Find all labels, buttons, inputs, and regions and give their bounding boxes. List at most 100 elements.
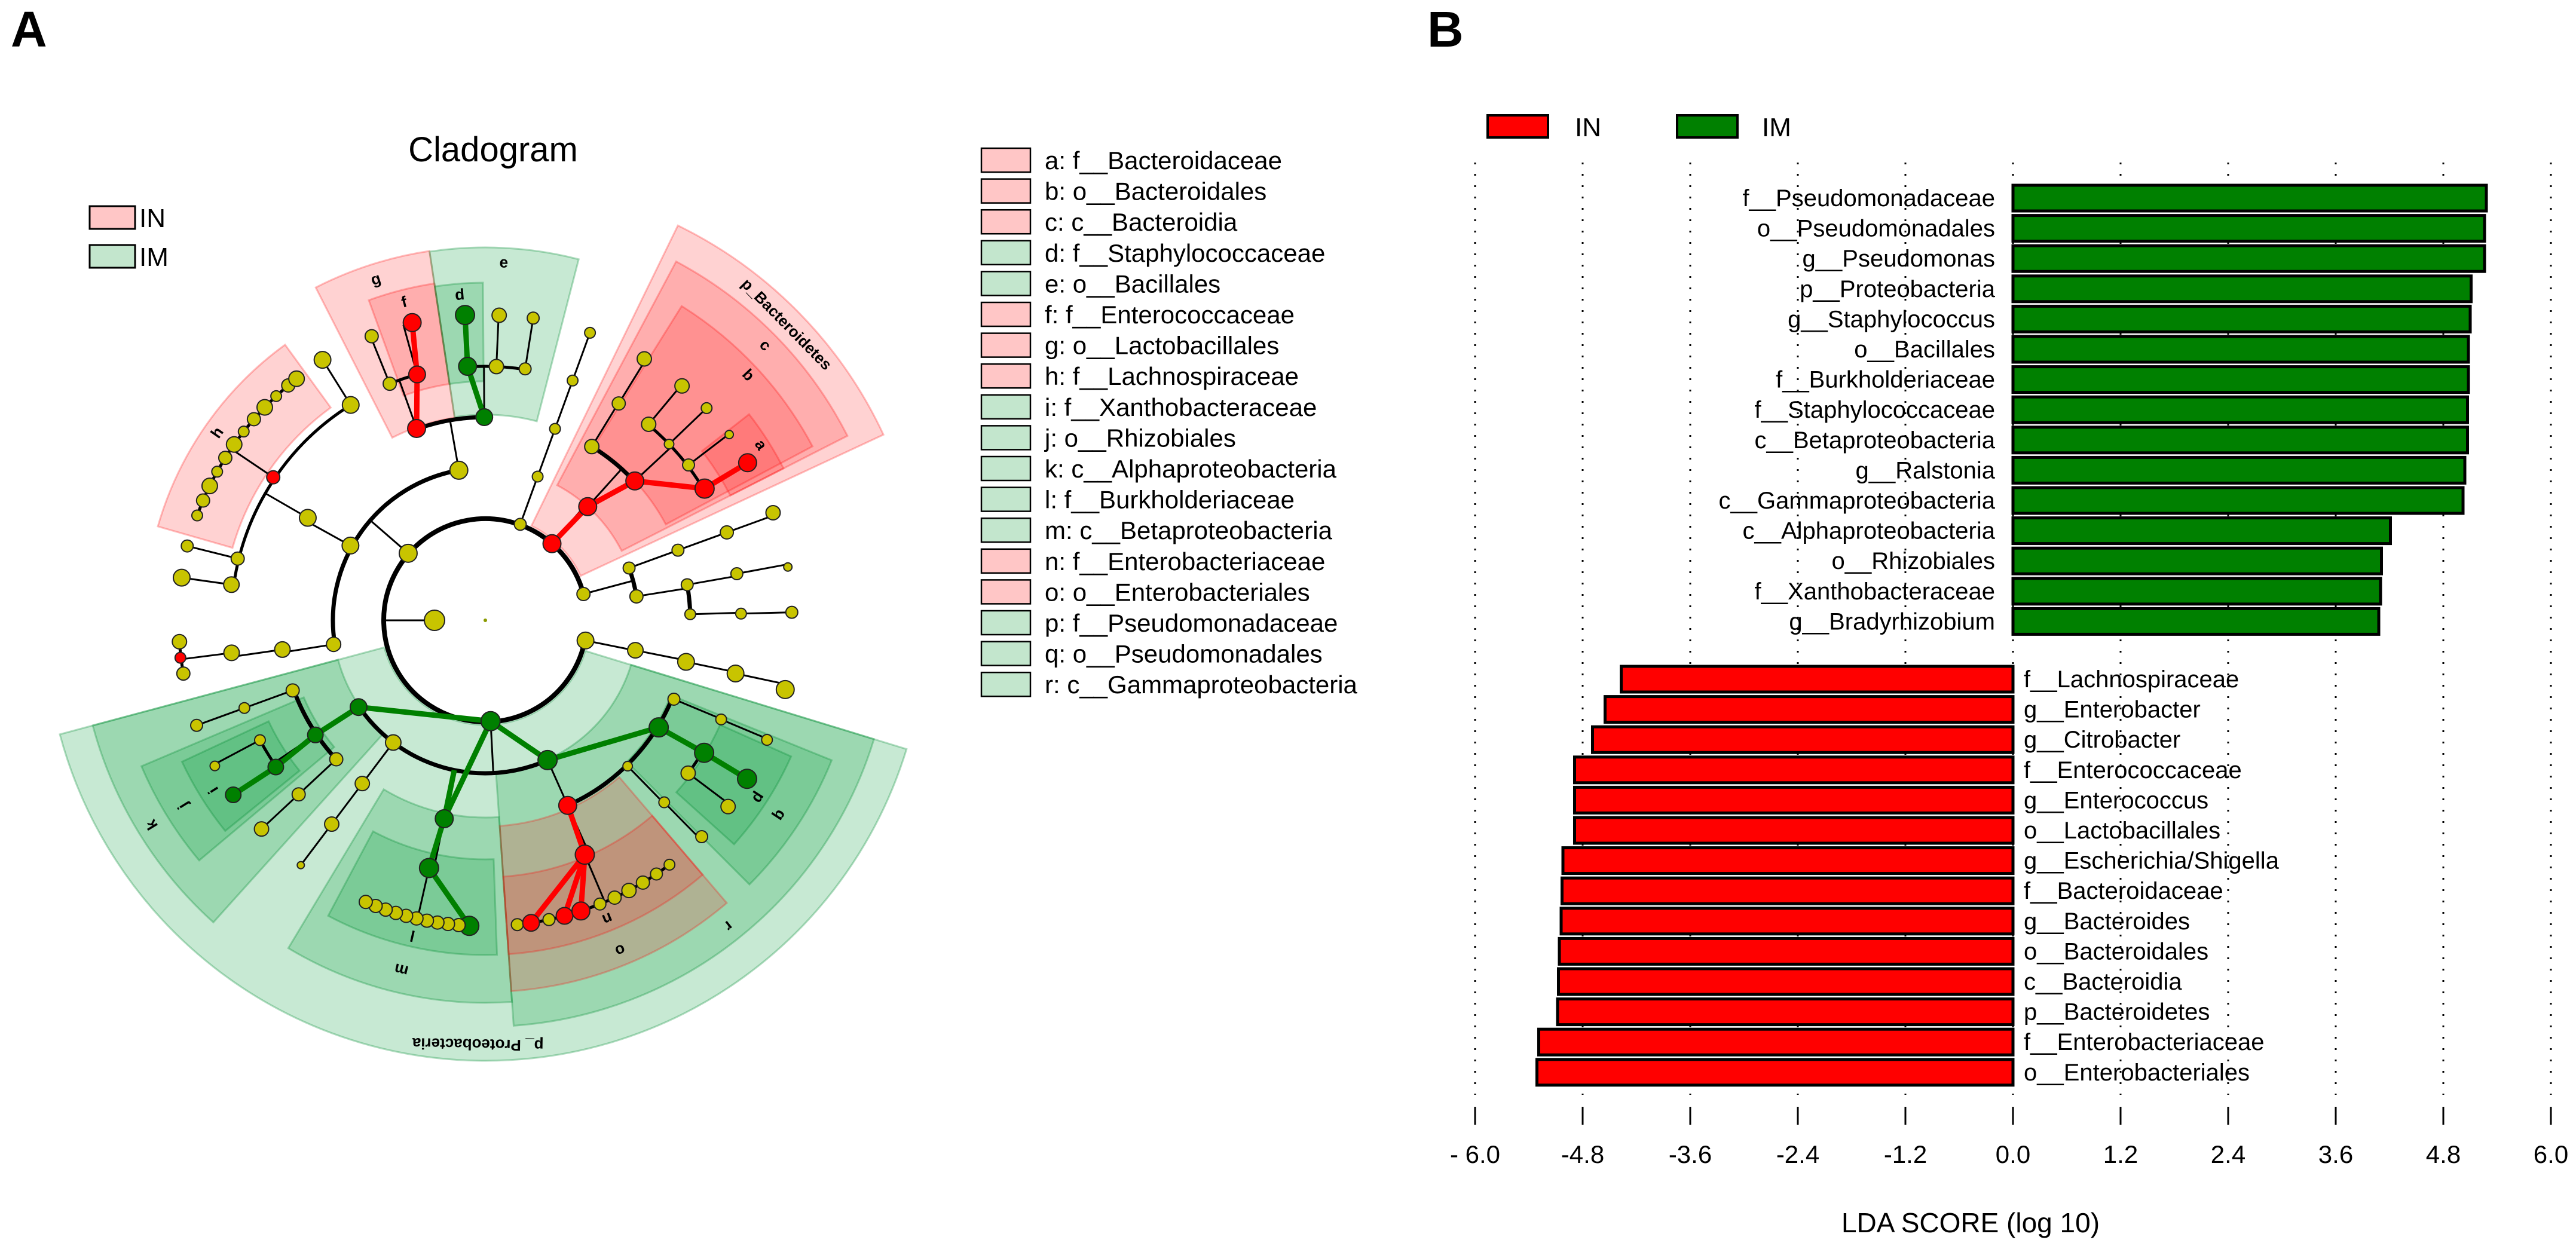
- bar-in: [1558, 936, 2015, 966]
- branch-stem: [524, 318, 534, 369]
- bar-label: g__Bacteroides: [2024, 908, 2190, 935]
- node-neutral: [650, 867, 663, 881]
- clade-sector-i: [180, 720, 301, 832]
- bar-in: [1537, 1027, 2015, 1057]
- branch-stem: [668, 407, 708, 445]
- node-neutral: [223, 644, 240, 662]
- node-in: [174, 651, 186, 664]
- node-neutral: [256, 399, 273, 416]
- key-swatch: [980, 486, 1032, 512]
- bar-label: g__Ralstonia: [1856, 457, 1996, 483]
- node-neutral: [674, 378, 690, 394]
- node-neutral: [627, 642, 644, 659]
- clade-label-d: d: [454, 285, 465, 304]
- node-neutral: [176, 666, 191, 681]
- bar-label: o__Lactobacillales: [2024, 818, 2220, 844]
- node-neutral: [735, 607, 747, 620]
- node-neutral: [775, 679, 795, 699]
- branch-stem: [617, 359, 647, 404]
- branch-stem: [244, 689, 293, 709]
- node-neutral: [326, 636, 342, 653]
- key-swatch: [980, 455, 1032, 482]
- bar-label: o__Pseudomonadales: [1757, 216, 1995, 242]
- node-neutral: [724, 430, 735, 440]
- bar-legend-label-in: IN: [1575, 113, 1601, 142]
- bar-label: p__Bacteroidetes: [2024, 999, 2210, 1025]
- bar-in: [1573, 755, 2015, 785]
- node-im: [349, 698, 368, 717]
- node-neutral: [191, 509, 203, 522]
- node-im: [694, 742, 715, 763]
- node-im: [537, 749, 558, 770]
- key-item: b: o__Bacteroidales: [1045, 177, 1266, 206]
- node-neutral: [488, 359, 504, 375]
- cladogram-legend: IN IM: [88, 204, 169, 272]
- branch-highlight: [529, 853, 587, 925]
- x-tick-label: - 6.0: [1450, 1140, 1500, 1168]
- bar-in: [1561, 846, 2015, 875]
- key-item: f: f__Enterococcaceae: [1045, 301, 1295, 329]
- bar-label: o__Bacteroidales: [2024, 938, 2208, 965]
- key-item: q: o__Pseudomonadales: [1045, 640, 1323, 668]
- key-item: a: f__Bacteroidaceae: [1045, 146, 1282, 175]
- key-item: j: o__Rhizobiales: [1044, 424, 1236, 452]
- bar-label: o__Rhizobiales: [1831, 548, 1995, 574]
- node-neutral: [715, 713, 727, 725]
- branch-stem: [300, 824, 333, 866]
- x-tick-label: -1.2: [1884, 1140, 1927, 1168]
- bar-im: [2011, 365, 2470, 394]
- node-neutral: [230, 551, 245, 566]
- bar-im: [2011, 395, 2469, 424]
- bar-in: [1557, 967, 2015, 996]
- node-neutral: [680, 578, 694, 592]
- node-im: [736, 769, 757, 789]
- node-neutral: [576, 587, 591, 602]
- branch-stem: [369, 336, 391, 384]
- bar-im: [2011, 577, 2382, 606]
- node-im: [225, 786, 242, 804]
- bar-label: p__Proteobacteria: [1800, 276, 1996, 302]
- bar-in: [1535, 1058, 2015, 1087]
- node-neutral: [622, 561, 636, 575]
- branch-highlight: [442, 720, 493, 820]
- node-neutral: [211, 466, 224, 478]
- x-tick-label: -2.4: [1776, 1140, 1819, 1168]
- branch-stem: [331, 783, 363, 825]
- bar-im: [2011, 304, 2472, 333]
- bar-in: [1573, 785, 2015, 815]
- node-neutral: [510, 918, 524, 932]
- branch-stem: [636, 587, 689, 598]
- node-im: [475, 408, 494, 427]
- node-neutral: [270, 390, 283, 402]
- node-in: [555, 907, 574, 925]
- node-neutral: [172, 568, 191, 587]
- node-neutral: [700, 402, 713, 414]
- bar-im: [2011, 214, 2486, 243]
- lda-bar-chart: f__Pseudomonadaceae o__Pseudomonadales g__…: [1450, 113, 2568, 1238]
- key-swatch: [980, 517, 1032, 543]
- node-im: [307, 726, 324, 743]
- bars: f__Pseudomonadaceae o__Pseudomonadales g__…: [1535, 183, 2488, 1087]
- node-im: [648, 717, 669, 738]
- bar-label: g__Escherichia/Shigella: [2024, 848, 2280, 874]
- node-neutral: [635, 875, 650, 890]
- node-neutral: [253, 734, 266, 746]
- bar-im: [2011, 546, 2383, 575]
- node-neutral: [313, 351, 332, 369]
- node-neutral: [291, 787, 306, 802]
- key-swatch: [980, 579, 1032, 605]
- x-tick-label: 6.0: [2534, 1140, 2568, 1168]
- node-im: [418, 858, 439, 878]
- node-im: [480, 711, 501, 731]
- bar-label: c__Bacteroidia: [2024, 969, 2182, 995]
- branch-stem: [213, 739, 261, 766]
- bar-in: [1559, 907, 2015, 936]
- node-neutral: [354, 776, 371, 792]
- node-neutral: [629, 589, 644, 604]
- clade-sector-m: [287, 788, 513, 1004]
- node-neutral: [663, 439, 675, 450]
- panel-label-a: A: [11, 1, 47, 57]
- branch-stem: [519, 476, 539, 525]
